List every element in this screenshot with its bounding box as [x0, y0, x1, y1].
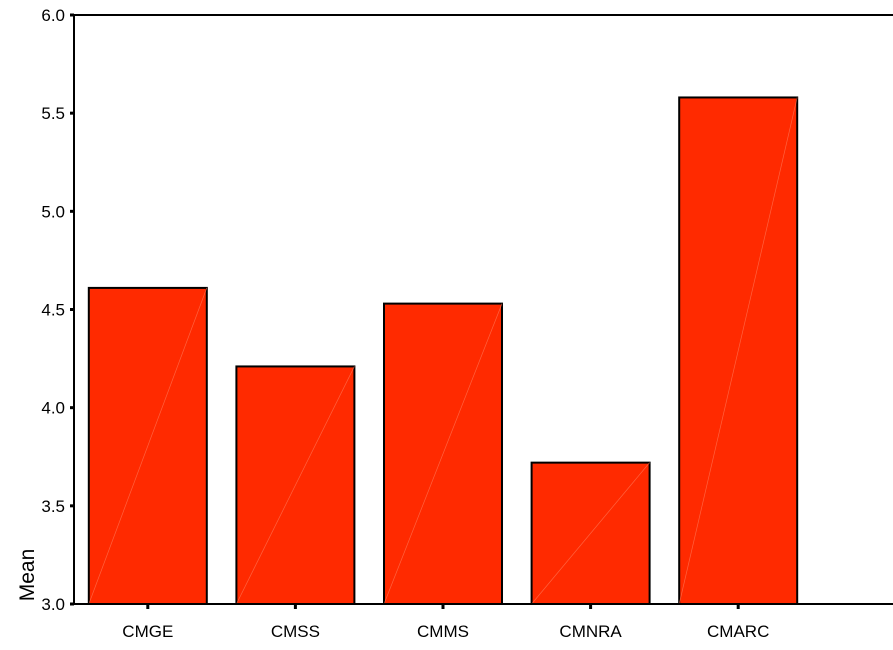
bar-shading-cmnra	[531, 462, 650, 605]
y-tick-label: 6.0	[41, 6, 65, 25]
x-tick-label: CMGE	[122, 622, 173, 641]
y-tick-label: 3.5	[41, 497, 65, 516]
x-tick-label: CMARC	[707, 622, 769, 641]
y-tick-label: 5.0	[41, 202, 65, 221]
bar-shading-cmarc	[678, 97, 798, 605]
y-tick-label: 5.5	[41, 104, 65, 123]
y-tick-label: 4.0	[41, 399, 65, 418]
x-tick-label: CMSS	[271, 622, 320, 641]
bar-shading-cmms	[383, 303, 503, 605]
y-tick-label: 4.5	[41, 301, 65, 320]
bar-shading-cmss	[236, 366, 355, 605]
y-tick-label: 3.0	[41, 595, 65, 614]
x-tick-label: CMMS	[417, 622, 469, 641]
y-axis-title: Mean	[16, 549, 39, 602]
bar-shading-cmge	[88, 287, 208, 605]
x-tick-label: CMNRA	[559, 622, 622, 641]
